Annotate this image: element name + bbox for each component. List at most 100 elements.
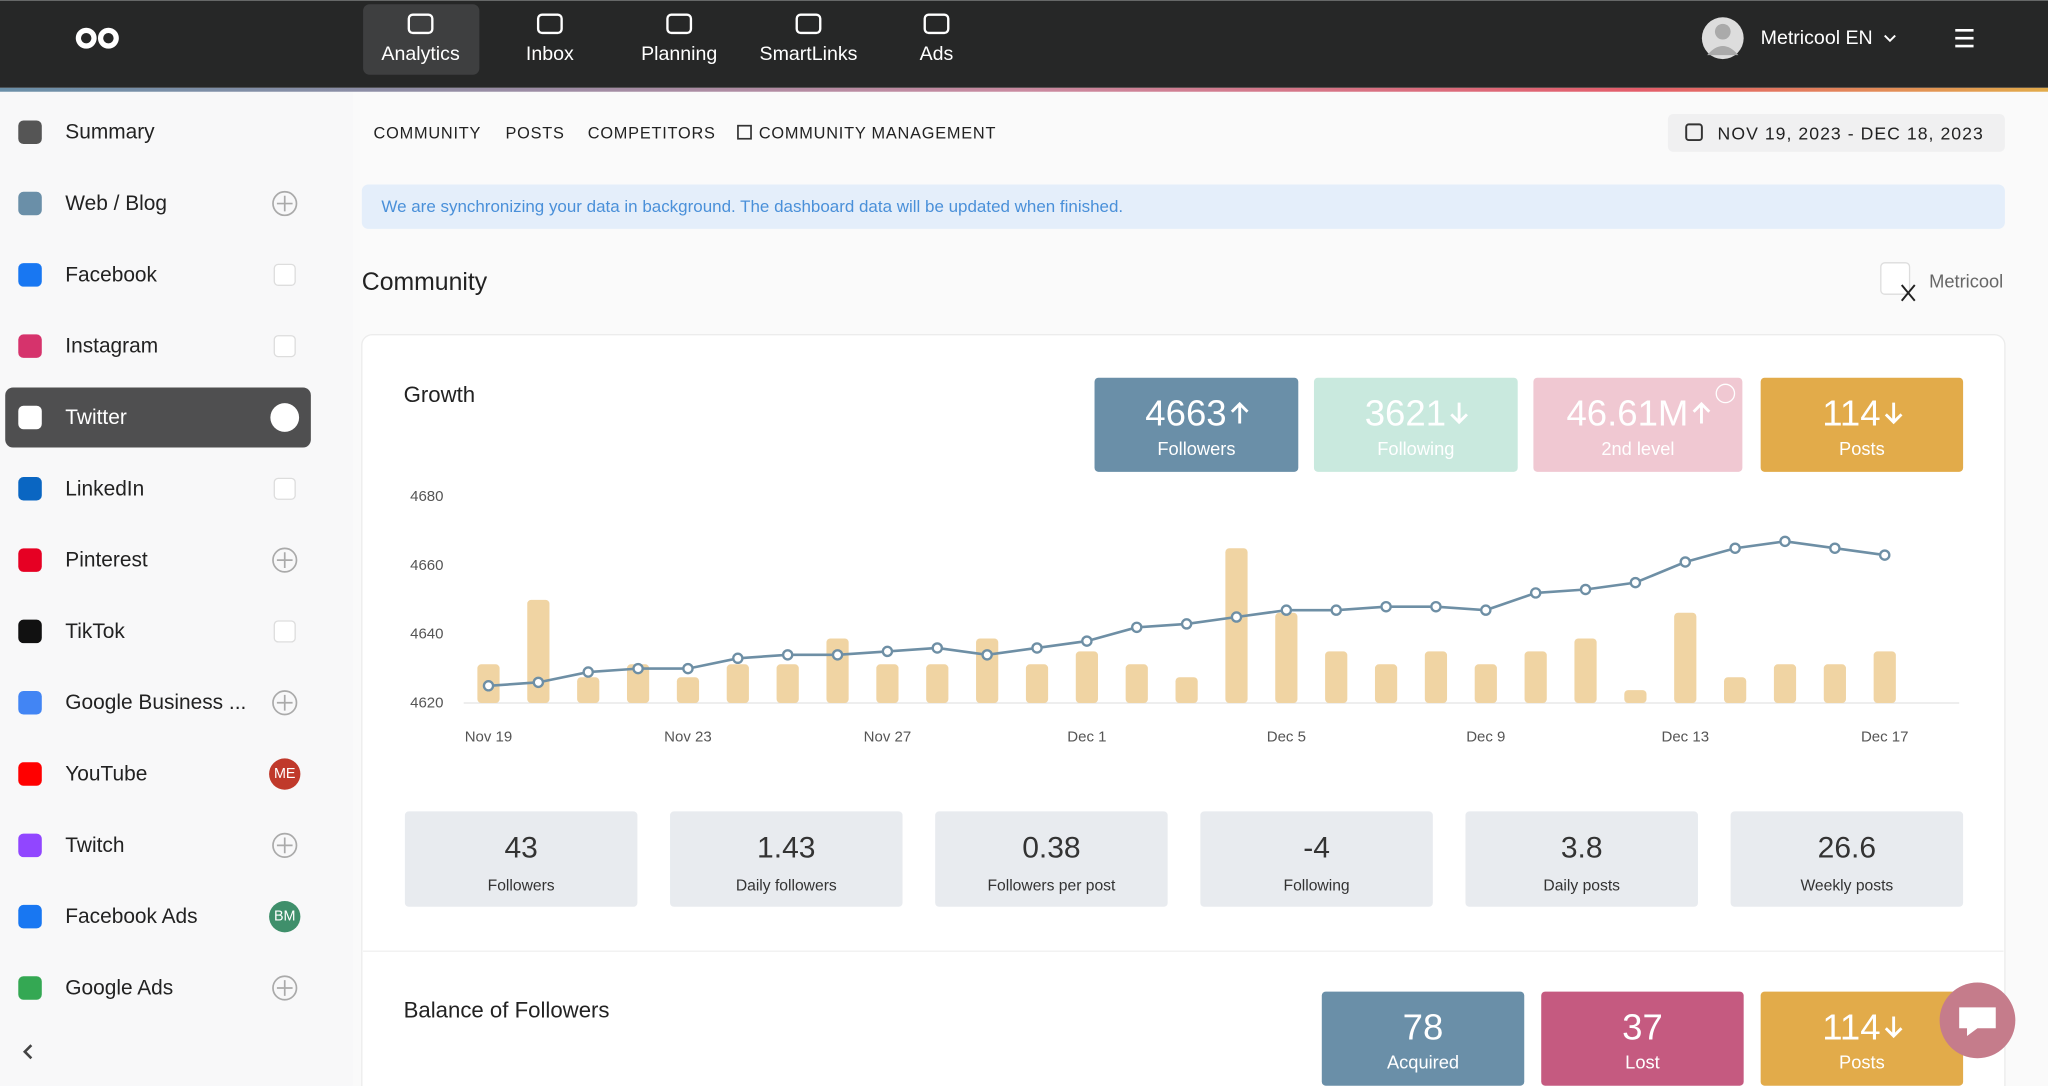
- external-link-icon: [737, 124, 752, 140]
- add-icon-plus: [276, 552, 293, 568]
- metric-value: 4663: [1145, 393, 1226, 434]
- metric-label: Following: [1377, 438, 1454, 459]
- stat-box: [1465, 811, 1698, 907]
- metric-label: Lost: [1625, 1052, 1660, 1073]
- sidebar-icon: [18, 976, 42, 1000]
- metric-value: 37: [1622, 1006, 1663, 1047]
- sidebar-item[interactable]: Web / Blog: [65, 192, 167, 215]
- account-name[interactable]: Metricool EN: [1761, 27, 1873, 49]
- avatar-body: [1707, 46, 1739, 56]
- sidebar-item[interactable]: Google Business ...: [65, 691, 246, 714]
- tab[interactable]: POSTS: [505, 125, 564, 143]
- sidebar-item[interactable]: Pinterest: [65, 549, 148, 572]
- sidebar-item[interactable]: Facebook: [65, 263, 157, 286]
- sidebar-item[interactable]: Summary: [65, 121, 155, 144]
- line-point: [1729, 542, 1741, 554]
- line-point: [881, 645, 894, 658]
- stat-value: 1.43: [757, 831, 815, 864]
- x-tick-label: Dec 9: [1466, 728, 1505, 745]
- nav-item[interactable]: Inbox: [526, 43, 574, 65]
- sidebar-icon: [18, 833, 42, 858]
- stat-label: Daily posts: [1543, 877, 1620, 894]
- sidebar: [0, 91, 353, 1086]
- bar: [676, 677, 700, 703]
- metric-card: [1541, 991, 1744, 1086]
- date-range[interactable]: NOV 19, 2023 - DEC 18, 2023: [1718, 124, 1984, 144]
- tab[interactable]: COMMUNITY: [374, 125, 482, 143]
- line-point: [1081, 635, 1093, 647]
- stat-label: Following: [1284, 877, 1350, 894]
- add-icon[interactable]: [272, 832, 298, 858]
- metric-label: Posts: [1839, 1052, 1885, 1073]
- sidebar-item[interactable]: LinkedIn: [65, 477, 144, 500]
- nav-icon: [407, 13, 434, 35]
- bar: [1075, 651, 1098, 703]
- collapse-sidebar[interactable]: [22, 1044, 33, 1060]
- y-tick-label: 4660: [410, 557, 443, 574]
- nav-item[interactable]: Planning: [641, 43, 717, 65]
- y-tick-label: 4680: [410, 488, 443, 505]
- sidebar-icon: [18, 904, 42, 929]
- nav-item[interactable]: Ads: [920, 43, 954, 65]
- stat-label: Weekly posts: [1800, 877, 1893, 894]
- nav-item[interactable]: Analytics: [381, 43, 460, 65]
- stat-value: 26.6: [1818, 831, 1876, 864]
- y-tick-label: 4620: [410, 695, 443, 712]
- sidebar-icon: [18, 762, 42, 786]
- sidebar-item[interactable]: Facebook Ads: [65, 905, 197, 928]
- chat-icon: [1959, 1007, 1996, 1037]
- stat-box: [670, 811, 903, 907]
- stat-value: -4: [1303, 831, 1330, 864]
- trend-arrow: [1450, 402, 1468, 425]
- account-logo: [270, 403, 300, 432]
- tab[interactable]: COMPETITORS: [588, 125, 716, 143]
- active-sidebar-item: [5, 387, 311, 448]
- account-logo: [273, 263, 296, 286]
- line-point: [532, 676, 545, 689]
- add-icon[interactable]: [272, 547, 298, 573]
- date-picker[interactable]: [1667, 113, 2005, 152]
- metric-value: 114: [1822, 393, 1880, 434]
- chart-title: Growth: [404, 382, 476, 407]
- x-tick-label: Dec 5: [1267, 728, 1306, 745]
- metric-label: Followers: [1157, 438, 1235, 459]
- line-point: [1878, 549, 1891, 561]
- sidebar-item[interactable]: YouTube: [65, 763, 147, 786]
- sidebar-item[interactable]: Twitch: [65, 834, 124, 857]
- sidebar-item[interactable]: Instagram: [65, 335, 158, 358]
- bar: [1574, 638, 1597, 703]
- add-icon[interactable]: [272, 690, 298, 716]
- sidebar-item[interactable]: Twitter: [65, 406, 127, 429]
- add-icon[interactable]: [272, 975, 298, 1001]
- nav-icon: [795, 13, 822, 35]
- x-tick-label: Dec 13: [1661, 728, 1709, 745]
- accent-line: [0, 87, 2048, 92]
- bar: [1524, 651, 1547, 703]
- bar: [776, 664, 799, 703]
- metric-label: Acquired: [1387, 1052, 1459, 1073]
- tab[interactable]: COMMUNITY MANAGEMENT: [759, 125, 996, 143]
- section-title: Community: [362, 269, 488, 296]
- menu-icon[interactable]: [1955, 29, 1974, 48]
- account-chevron[interactable]: [1884, 34, 1896, 43]
- trend-arrow: [1884, 402, 1903, 425]
- logo[interactable]: [75, 27, 119, 49]
- line-point: [1280, 604, 1293, 616]
- x-tick-label: Dec 17: [1861, 728, 1909, 745]
- add-icon[interactable]: [272, 190, 298, 217]
- metric-value: 114: [1822, 1006, 1880, 1047]
- bar: [1823, 664, 1846, 703]
- bar: [876, 664, 899, 703]
- bar: [1374, 664, 1398, 703]
- bar: [1724, 677, 1747, 703]
- metric-card: [1321, 991, 1525, 1086]
- nav-item[interactable]: SmartLinks: [760, 43, 858, 65]
- bar: [577, 677, 600, 703]
- active-nav: [363, 4, 480, 75]
- sidebar-item[interactable]: Google Ads: [65, 976, 173, 999]
- stat-box: [935, 811, 1168, 907]
- line-point: [482, 680, 495, 692]
- bar: [926, 664, 949, 703]
- add-icon-plus: [276, 837, 293, 854]
- sidebar-item[interactable]: TikTok: [65, 620, 125, 643]
